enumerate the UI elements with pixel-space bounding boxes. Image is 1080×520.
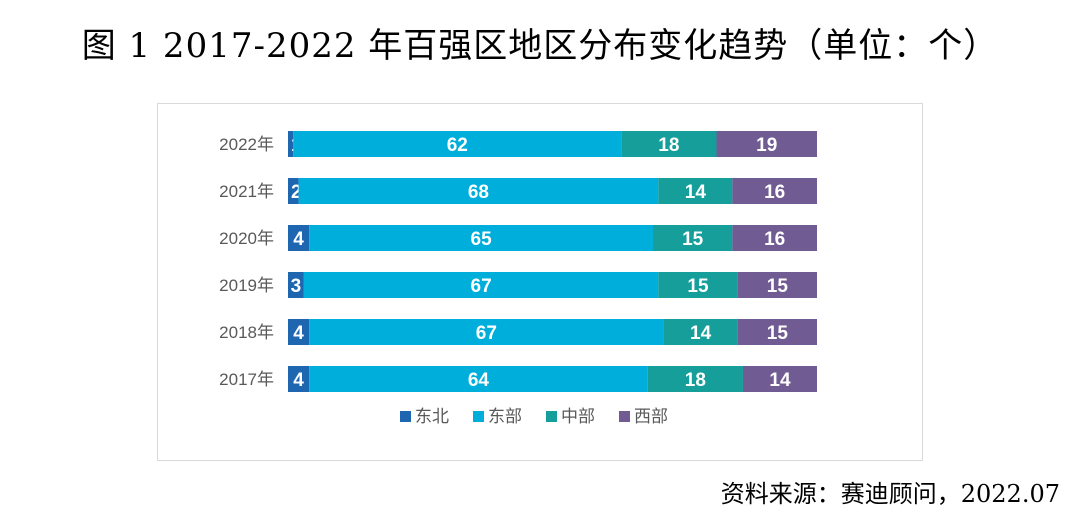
bar-中部-2022年 xyxy=(621,131,717,157)
source-label: 资料来源： xyxy=(720,480,841,508)
stacked-bar-chart: 2022年16218192021年26814162020年46515162019… xyxy=(219,131,817,427)
data-label-东部-2018年: 67 xyxy=(476,323,497,344)
chart-frame: 2022年16218192021年26814162020年46515162019… xyxy=(157,103,923,461)
data-label-中部-2017年: 18 xyxy=(685,370,706,391)
bar-西部-2019年 xyxy=(737,272,817,298)
bar-东北-2020年 xyxy=(288,225,310,251)
category-label-0: 2022年 xyxy=(219,135,274,154)
data-label-东部-2022年: 62 xyxy=(447,135,468,156)
bar-中部-2018年 xyxy=(663,319,738,345)
data-label-西部-2022年: 19 xyxy=(756,135,777,156)
legend-swatch-中部 xyxy=(546,411,557,422)
bar-东北-2022年 xyxy=(288,131,294,157)
data-label-西部-2019年: 15 xyxy=(767,276,789,297)
data-label-中部-2020年: 15 xyxy=(682,229,704,250)
data-label-西部-2017年: 14 xyxy=(769,370,791,391)
bar-东部-2020年 xyxy=(309,225,654,251)
legend-label-东北: 东北 xyxy=(415,407,449,427)
legend-swatch-东北 xyxy=(400,411,411,422)
data-label-西部-2018年: 15 xyxy=(767,323,789,344)
bar-中部-2020年 xyxy=(653,225,733,251)
bar-东北-2018年 xyxy=(288,319,310,345)
bar-东部-2019年 xyxy=(303,272,659,298)
bar-中部-2017年 xyxy=(647,366,743,392)
bar-东部-2022年 xyxy=(293,131,622,157)
data-label-中部-2018年: 14 xyxy=(690,323,712,344)
source-text: 赛迪顾问，2022.07 xyxy=(840,480,1060,508)
data-label-中部-2021年: 14 xyxy=(685,182,707,203)
bar-西部-2017年 xyxy=(742,366,817,392)
data-label-东部-2019年: 67 xyxy=(471,276,492,297)
bar-中部-2021年 xyxy=(658,178,733,204)
data-label-中部-2022年: 18 xyxy=(658,135,679,156)
data-label-东部-2017年: 64 xyxy=(468,370,490,391)
data-label-东部-2021年: 68 xyxy=(468,182,489,203)
bar-西部-2018年 xyxy=(737,319,817,345)
category-label-3: 2019年 xyxy=(219,276,274,295)
bar-西部-2020年 xyxy=(732,225,817,251)
data-label-东北-2021年: 2 xyxy=(291,182,302,203)
data-label-东北-2019年: 3 xyxy=(291,276,302,297)
bar-东部-2021年 xyxy=(298,178,659,204)
data-label-东北-2020年: 4 xyxy=(293,229,304,250)
bar-西部-2021年 xyxy=(732,178,817,204)
data-label-东部-2020年: 65 xyxy=(471,229,493,250)
bar-东北-2021年 xyxy=(288,178,299,204)
data-label-中部-2019年: 15 xyxy=(687,276,709,297)
legend-label-东部: 东部 xyxy=(488,407,522,427)
legend-label-西部: 西部 xyxy=(634,407,668,427)
bar-中部-2019年 xyxy=(658,272,738,298)
data-label-西部-2020年: 16 xyxy=(764,229,785,250)
bar-东北-2017年 xyxy=(288,366,310,392)
bar-西部-2022年 xyxy=(716,131,817,157)
bar-东北-2019年 xyxy=(288,272,304,298)
bar-东部-2018年 xyxy=(309,319,664,345)
bar-东部-2017年 xyxy=(309,366,648,392)
category-label-1: 2021年 xyxy=(219,182,274,201)
page-title: 图 1 2017-2022 年百强区地区分布变化趋势（单位：个） xyxy=(81,26,999,66)
source-note: 资料来源：赛迪顾问，2022.07 xyxy=(721,474,1060,509)
legend-swatch-西部 xyxy=(619,411,630,422)
legend-swatch-东部 xyxy=(473,411,484,422)
data-label-西部-2021年: 16 xyxy=(764,182,785,203)
data-label-东北-2018年: 4 xyxy=(293,323,304,344)
data-label-东北-2017年: 4 xyxy=(293,370,304,391)
legend-label-中部: 中部 xyxy=(561,407,595,427)
category-label-2: 2020年 xyxy=(219,229,274,248)
category-label-4: 2018年 xyxy=(219,323,274,342)
category-label-5: 2017年 xyxy=(219,370,274,389)
